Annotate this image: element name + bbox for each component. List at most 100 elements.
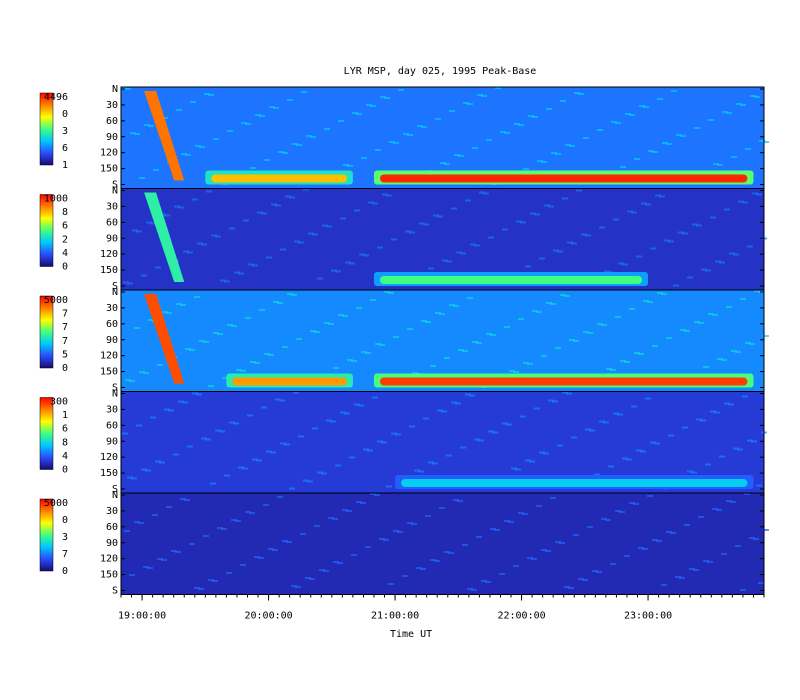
panel-5-noise [610,563,616,565]
panel-4-ytick: S [112,484,118,495]
panel-5-noise [217,527,223,529]
panel-1-colorbar-label: 0 [62,109,68,120]
panel-1-noise [625,113,631,115]
panel-5-noise [323,570,329,572]
panel-4-noise [349,456,355,459]
panel-2-noise [428,267,434,270]
panel-3-noise [684,330,690,332]
panel-1-noise [676,134,682,136]
panel-3-noise [435,312,441,314]
panel-3-noise [213,332,219,334]
panel-3-noise [587,332,593,334]
panel-1-noise [750,95,756,97]
panel-3-noise [712,314,718,316]
panel-4-noise [229,421,235,424]
panel-2-noise [488,236,494,239]
panel-4-noise [742,395,748,398]
panel-5-noise [212,580,218,582]
panel-1-noise [417,125,423,127]
panel-1-noise [569,145,575,147]
panel-3-noise [203,341,209,343]
panel-3-noise [250,361,256,363]
panel-1-noise [125,88,131,90]
panel-3-noise [546,302,552,304]
panel-3-noise [634,352,640,354]
panel-3-noise [606,368,612,370]
panel-4-noise [381,441,387,444]
panel-4-noise [691,471,697,474]
panel-4-noise [548,399,554,402]
panel-2-noise [220,279,226,282]
panel-2-noise [747,245,753,248]
panel-1-noise [139,177,145,179]
panel-5-colorbar [39,498,54,572]
panel-3-noise [564,295,570,297]
panel-2-noise [322,224,328,227]
panel-2-noise [363,254,369,257]
panel-4-colorbar-label: 6 [62,424,68,435]
panel-3-noise [467,297,473,299]
panel-3-noise [393,336,399,338]
panel-2-noise [275,204,281,207]
panel-5-noise [647,495,653,497]
panel-5-frame [120,492,765,595]
panel-5-noise [314,525,320,527]
panel-3-noise [717,358,723,360]
panel-2-noise [557,250,563,253]
panel-2-ytick: 90 [106,233,118,244]
panel-4-noise [317,471,323,474]
panel-1-noise [574,92,580,94]
panel-5-noise [434,560,440,562]
panel-1-noise [639,105,645,107]
panel-3-noise [527,363,533,365]
panel-1-colorbar-label: 3 [62,126,68,137]
panel-5-noise [291,585,297,587]
panel-1-noise [380,96,386,98]
panel-3-noise [125,379,131,381]
panel-3-noise [425,321,431,323]
panel-5-colorbar-label: 3 [62,532,68,543]
panel-5-noise [684,524,690,526]
panel-5-noise [652,539,658,541]
panel-3-noise [296,338,302,340]
panel-4-noise [441,410,447,413]
panel-5-noise [596,571,602,573]
panel-1-noise [583,137,589,139]
panel-1-noise [148,125,154,127]
panel-4-noise [377,440,383,443]
panel-2-noise [659,195,665,198]
panel-5-noise [147,567,153,569]
panel-2-noise [354,209,360,212]
panel-1-noise [745,148,751,150]
panel-4-noise [687,470,693,473]
panel-2-noise [437,215,443,218]
panel-1-noise [629,114,635,116]
panel-2-noise [127,282,133,285]
panel-4-noise [256,459,262,462]
panel-4-noise [168,409,174,412]
panel-4-band-0 [401,479,748,487]
panel-5-noise [619,511,625,513]
panel-2-noise [206,190,212,193]
panel-1-noise [648,150,654,152]
panel-5-noise [249,512,255,514]
panel-3-noise [162,311,168,313]
panel-5-noise [157,558,163,560]
panel-1-noise [555,153,561,155]
panel-5-noise [481,580,487,582]
panel-5-noise [467,588,473,590]
panel-3-ytick: S [112,383,118,394]
panel-4-noise [446,454,452,457]
panel-1-noise [518,124,524,126]
panel-5-noise [670,532,676,534]
panel-3-noise [449,304,455,306]
panel-5-noise [124,530,130,532]
panel-2-noise [710,216,716,219]
panel-5-noise [471,589,477,591]
panel-3-noise [504,326,510,328]
panel-1-noise [213,138,219,140]
panel-3-colorbar-label: 7 [62,336,68,347]
panel-5-noise [504,520,510,522]
panel-3-ytick: 150 [100,367,118,378]
panel-1-noise [713,163,719,165]
